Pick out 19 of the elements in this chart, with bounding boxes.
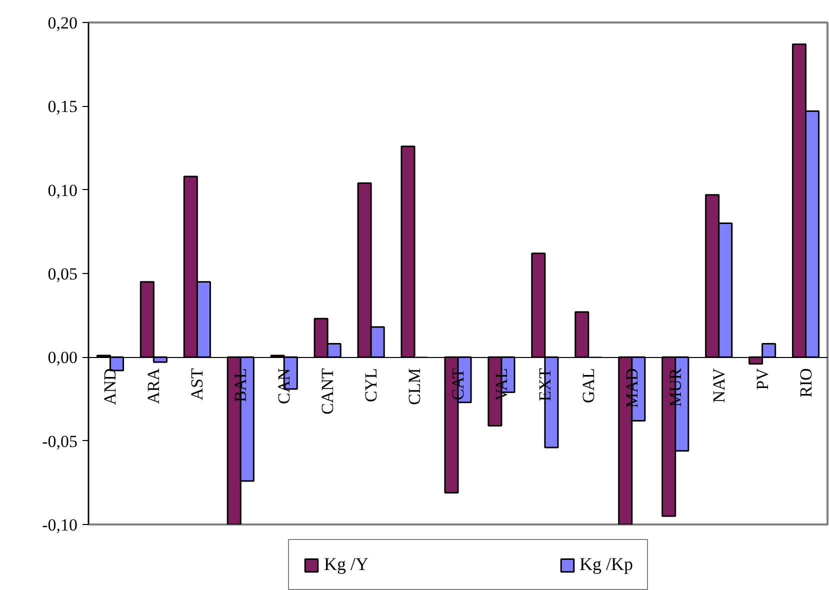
- x-tick-label: NAV: [709, 367, 728, 403]
- y-tick-label: 0,00: [48, 348, 78, 368]
- x-tick-label: ARA: [144, 367, 164, 404]
- y-tick-label: -0,10: [42, 516, 78, 534]
- y-tick-label: 0,20: [48, 14, 78, 32]
- x-tick-label: PV: [752, 367, 772, 390]
- x-tick-label: CLM: [405, 368, 424, 406]
- legend-label: Kg /Kp: [580, 554, 633, 575]
- x-tick-label: CYL: [362, 368, 381, 402]
- y-tick-label: 0,15: [48, 97, 78, 116]
- y-tick-label: -0,05: [42, 432, 78, 451]
- x-tick-label: RIO: [796, 368, 816, 398]
- legend-label: Kg /Y: [324, 554, 368, 575]
- x-tick-label: CANT: [318, 368, 338, 414]
- y-tick-label: 0,10: [48, 180, 78, 200]
- x-tick-label: GAL: [578, 368, 598, 404]
- y-tick-label: 0,05: [48, 264, 78, 284]
- x-tick-label: AST: [188, 368, 207, 400]
- x-tick-label: AND: [100, 368, 120, 405]
